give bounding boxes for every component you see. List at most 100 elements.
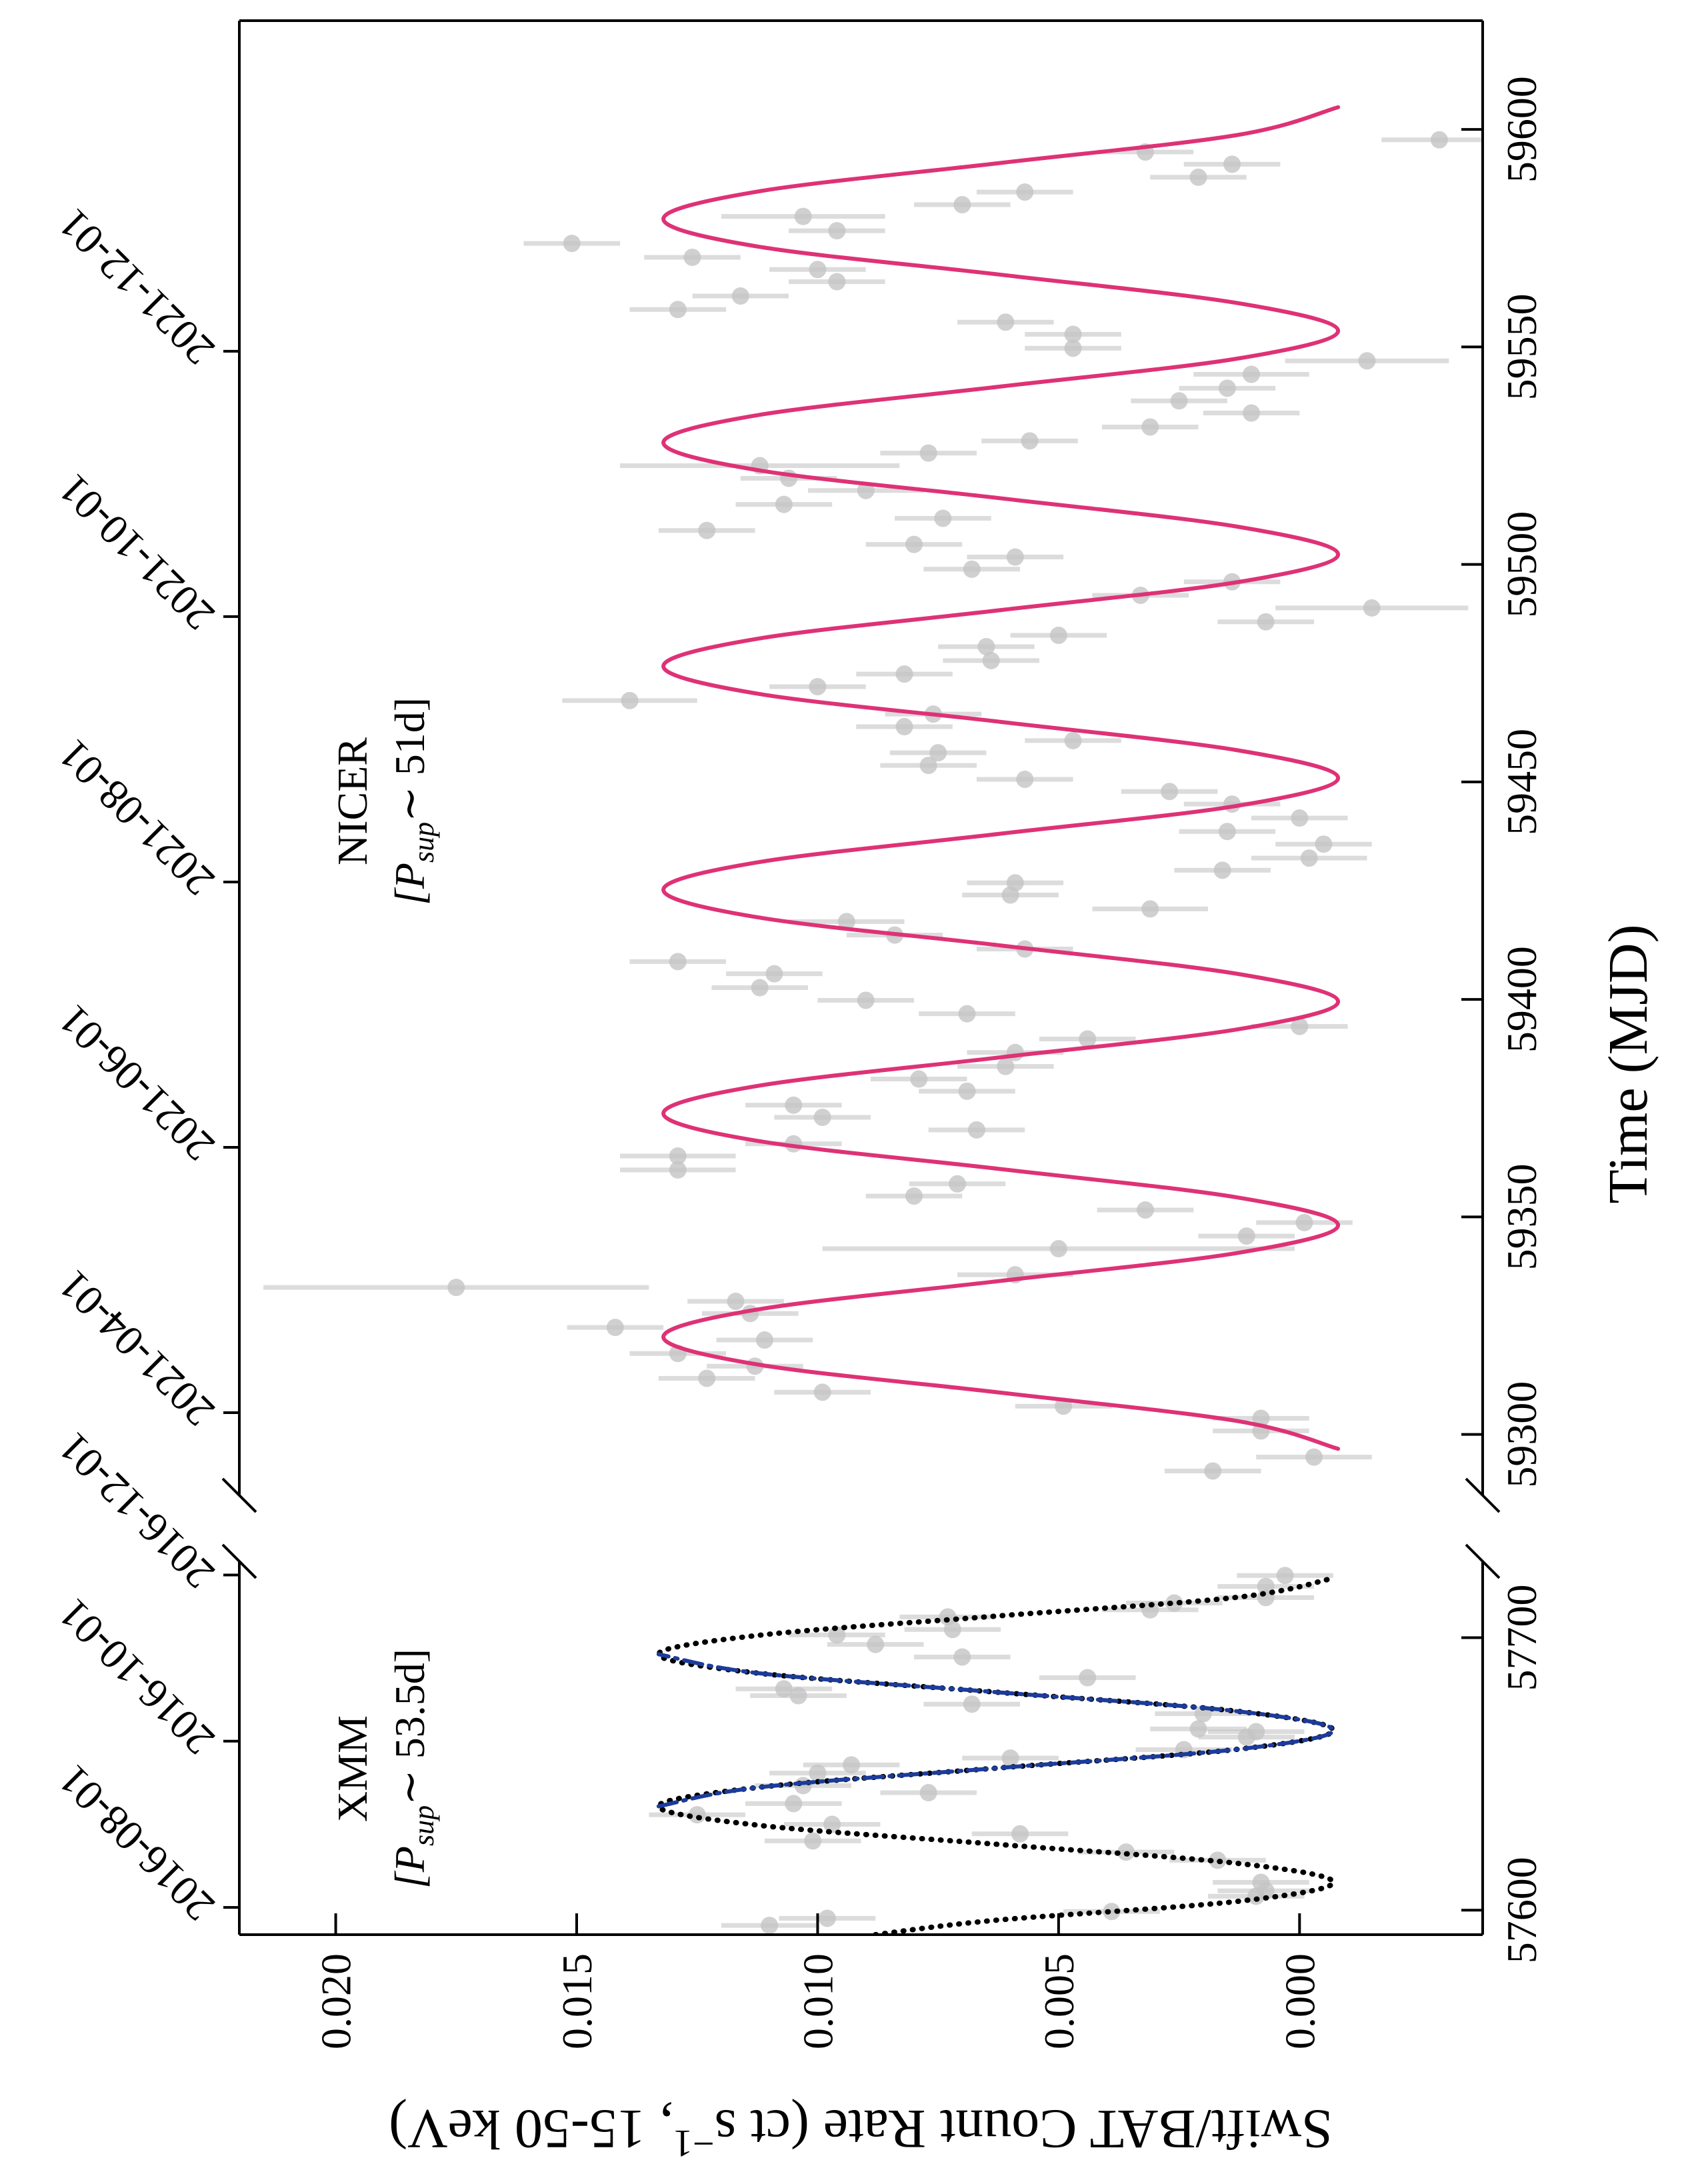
x2-tick-label: 2021-06-01 (49, 996, 223, 1170)
data-point (804, 1832, 822, 1850)
data-point (727, 1292, 745, 1310)
x-tick-label: 59500 (1498, 511, 1545, 618)
annotation-sub: sup (407, 1805, 440, 1846)
data-point (837, 913, 855, 931)
data-point (1141, 418, 1159, 436)
data-point (1021, 432, 1039, 450)
data-point (447, 1279, 465, 1297)
data-point (963, 560, 981, 578)
data-point (606, 1319, 624, 1337)
y-axis-label-sup: −1 (673, 2122, 715, 2165)
x-tick-label: 57600 (1498, 1857, 1545, 1963)
data-point (1300, 849, 1318, 867)
x-tick-label: 59450 (1498, 729, 1545, 835)
data-point (919, 1784, 937, 1802)
y-tick-label: 0.020 (313, 1953, 360, 2049)
x-tick-label: 59550 (1498, 293, 1545, 400)
x-axis-label: Time (MJD) (1597, 924, 1659, 1203)
y-tick-label: 0.015 (553, 1953, 601, 2049)
data-point (1223, 155, 1241, 173)
annotation-text: ∼ 53.5d] (386, 1649, 433, 1805)
x-tick-label: 57700 (1498, 1584, 1545, 1691)
data-point (761, 1917, 779, 1935)
data-point (919, 444, 937, 462)
data-point (669, 301, 687, 319)
y-tick-label: 0.000 (1276, 1953, 1323, 2049)
data-point (1189, 1720, 1207, 1738)
data-point (828, 1626, 846, 1644)
data-point (1141, 900, 1159, 918)
data-point (1170, 392, 1188, 410)
x2-tick-label: 2021-04-01 (49, 1261, 223, 1435)
data-point (1016, 770, 1034, 788)
y-axis-label-text: , 15-50 keV) (389, 2098, 673, 2160)
x2-tick-label: 2021-12-01 (49, 200, 223, 374)
data-point (997, 313, 1015, 331)
data-point (1006, 874, 1024, 892)
data-point (1243, 365, 1261, 383)
annotation-period: [Psup∼ 53.5d] (386, 1649, 440, 1889)
data-point (997, 1057, 1015, 1075)
data-point (1079, 1030, 1097, 1048)
data-point (813, 1108, 831, 1126)
data-point (794, 1777, 812, 1795)
data-point (857, 991, 875, 1009)
data-point (977, 637, 995, 655)
annotation-text: [P (386, 863, 433, 905)
data-point (867, 1635, 885, 1653)
data-point (809, 261, 827, 279)
data-point (1218, 379, 1236, 397)
data-point (775, 1680, 793, 1698)
data-point (1064, 325, 1082, 343)
x-tick-label: 59300 (1498, 1381, 1545, 1488)
data-point (785, 1795, 803, 1813)
data-point (1257, 613, 1275, 631)
data-point (1291, 809, 1309, 827)
annotation-text: ∼ 51d] (386, 697, 433, 822)
data-point (809, 677, 827, 695)
annotation-sub: sup (407, 822, 440, 863)
data-point (1204, 1462, 1222, 1480)
data-point (683, 248, 701, 266)
data-point (1006, 1043, 1024, 1061)
annotation-text: [P (386, 1846, 433, 1889)
data-point (765, 965, 783, 983)
x2-tick-label: 2016-08-01 (49, 1756, 223, 1930)
annotation-name: XMM (329, 1715, 376, 1822)
plot-area: 57600 57700 2016-08-012016-10-012016-12-01… (49, 19, 1659, 2165)
data-point (1049, 626, 1067, 644)
fit-curve (661, 105, 1341, 1451)
data-point (813, 1383, 831, 1401)
data-point (1064, 339, 1082, 357)
data-point (895, 718, 913, 736)
data-point (1247, 1723, 1265, 1741)
y-tick-label: 0.005 (1035, 1953, 1083, 2049)
panel (649, 1567, 1336, 1935)
data-point (958, 1005, 976, 1023)
data-point (919, 757, 937, 775)
data-point (794, 207, 812, 225)
data-point (910, 1070, 928, 1088)
data-point (1291, 1017, 1309, 1035)
data-point (669, 1147, 687, 1165)
data-point (563, 235, 581, 253)
data-point (1001, 1749, 1019, 1767)
data-point (789, 1687, 807, 1705)
data-point (1315, 835, 1333, 853)
data-point (775, 495, 793, 513)
data-point (958, 1082, 976, 1100)
data-point (1064, 731, 1082, 749)
data-point (1430, 131, 1448, 149)
data-point (953, 196, 971, 214)
data-point (823, 1815, 841, 1833)
data-point (1079, 1669, 1097, 1687)
data-point (1165, 1594, 1183, 1612)
fit-curve (656, 1652, 1335, 1809)
data-point (1049, 1240, 1067, 1258)
panel (263, 105, 1483, 1480)
data-point (1213, 861, 1231, 879)
data-point (963, 1695, 981, 1713)
data-point (698, 521, 716, 539)
data-point (934, 509, 952, 527)
